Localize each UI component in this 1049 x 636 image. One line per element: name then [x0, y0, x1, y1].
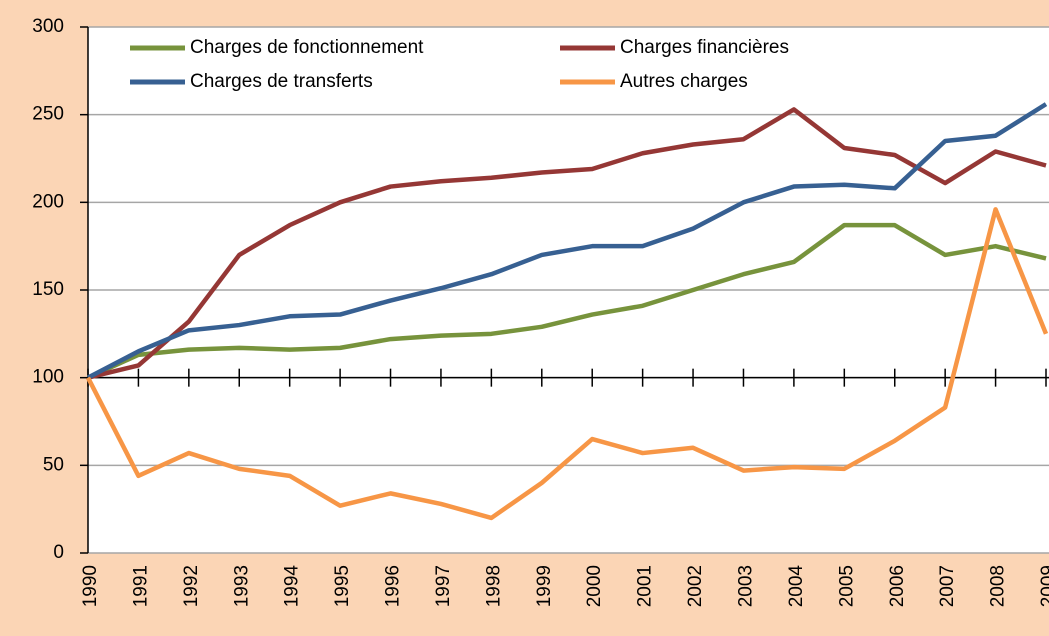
series-line — [87, 107, 1047, 380]
y-tick-label: 50 — [43, 454, 64, 475]
legend-label: Charges de fonctionnement — [190, 37, 424, 58]
y-tick-label: 300 — [32, 16, 64, 37]
x-tick-label: 2007 — [937, 565, 958, 607]
x-tick-label: 1994 — [282, 565, 303, 608]
y-tick-label: 200 — [32, 191, 64, 212]
x-tick-label: 1996 — [383, 565, 404, 607]
x-tick-label: 2006 — [887, 565, 908, 607]
series-line — [85, 207, 1049, 521]
legend-label: Charges de transferts — [190, 71, 373, 92]
legend-label: Charges financières — [620, 37, 789, 58]
series-line — [86, 102, 1048, 380]
x-tick-label: 1998 — [483, 565, 504, 607]
y-tick-label: 100 — [32, 367, 64, 388]
x-tick-label: 1992 — [181, 565, 202, 607]
x-tick-label: 2002 — [685, 565, 706, 607]
legend-label: Autres charges — [620, 71, 748, 92]
series-line — [87, 222, 1047, 380]
x-tick-label: 2009 — [1038, 565, 1049, 607]
x-tick-label: 1990 — [80, 565, 101, 607]
x-tick-label: 2001 — [635, 565, 656, 607]
x-tick-label: 1995 — [332, 565, 353, 607]
x-tick-label: 1999 — [534, 565, 555, 607]
y-tick-label: 150 — [32, 279, 64, 300]
x-tick-label: 2004 — [786, 565, 807, 608]
x-tick-label: 2008 — [988, 565, 1009, 607]
x-tick-label: 1997 — [433, 565, 454, 607]
x-tick-label: 2003 — [735, 565, 756, 607]
y-tick-label: 0 — [53, 542, 64, 563]
x-tick-label: 2005 — [836, 565, 857, 607]
x-tick-label: 1991 — [130, 565, 151, 607]
x-tick-label: 1993 — [231, 565, 252, 607]
y-tick-label: 250 — [32, 104, 64, 125]
x-tick-label: 2000 — [584, 565, 605, 607]
